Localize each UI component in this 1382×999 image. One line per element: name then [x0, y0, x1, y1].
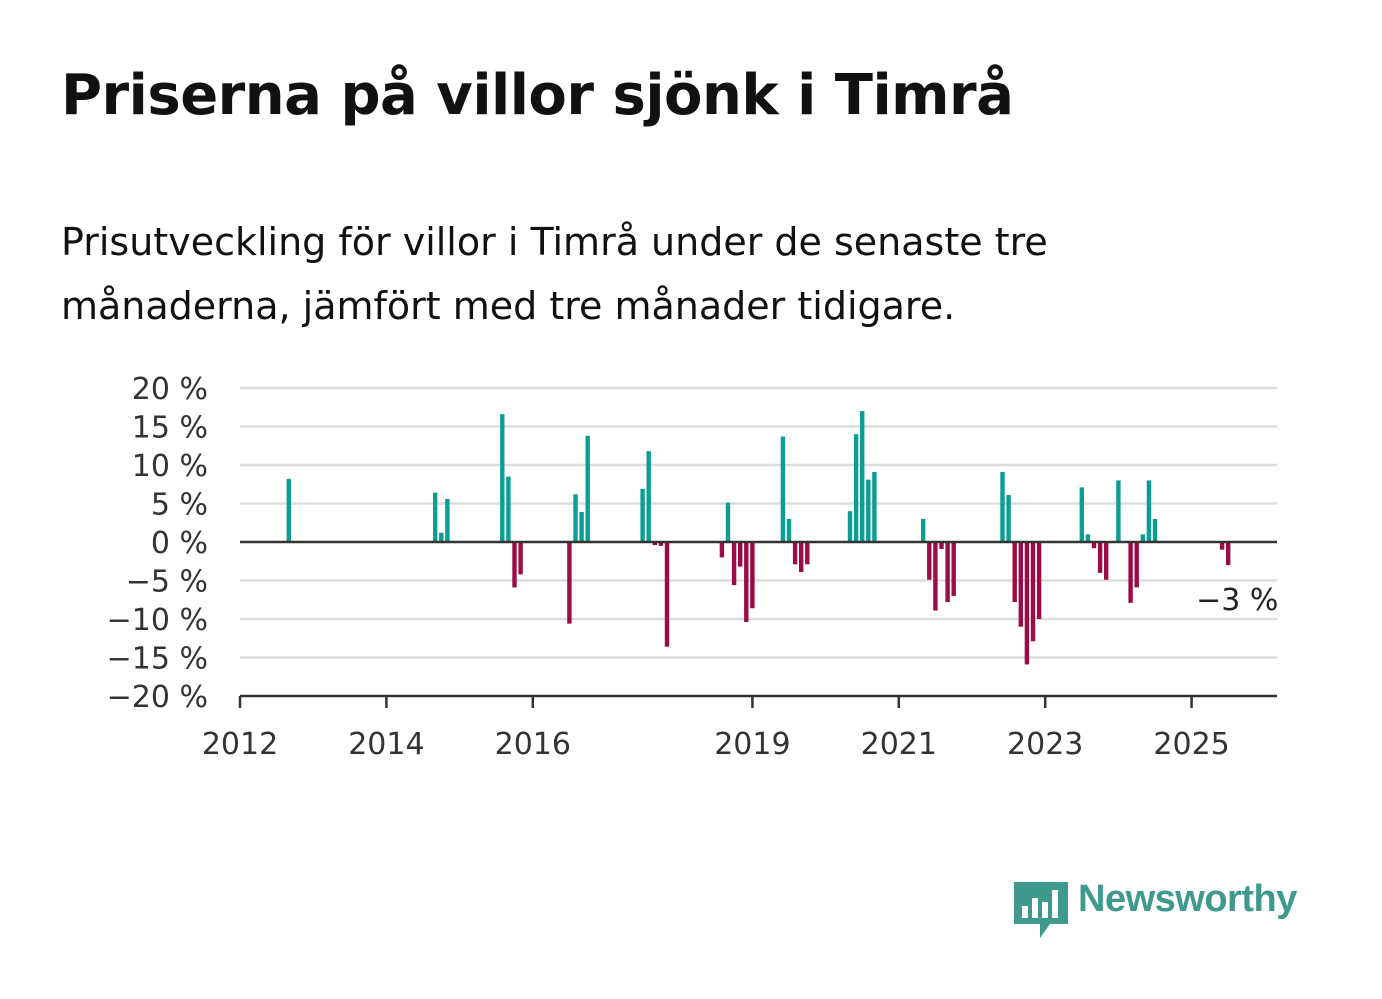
bar [1091, 542, 1097, 549]
bar [1146, 480, 1152, 542]
last-value-label: −3 % [1196, 583, 1278, 618]
bar [1030, 542, 1036, 642]
bar [933, 542, 938, 611]
bar [579, 511, 584, 542]
bar [518, 542, 523, 575]
bar [853, 434, 859, 542]
bar [646, 451, 651, 542]
bar [573, 494, 578, 542]
y-tick-label: 20 % [132, 372, 208, 407]
brand-name[interactable]: Newsworthy [1078, 878, 1297, 920]
bar [799, 542, 804, 573]
axes [238, 540, 1277, 708]
bar [652, 542, 657, 546]
bar [1024, 542, 1030, 665]
bar [1000, 471, 1005, 542]
bar [500, 414, 505, 542]
bar [433, 492, 438, 542]
bar [780, 436, 786, 542]
bar [512, 542, 517, 588]
y-tick-label: 5 % [151, 488, 208, 523]
bar [1152, 518, 1158, 542]
chart-title: Priserna på villor sjönk i Timrå [61, 63, 1014, 128]
bar [744, 542, 749, 623]
x-tick-label: 2014 [348, 727, 424, 762]
chart-subtitle: Prisutveckling för villor i Timrå under … [61, 220, 1048, 328]
bar [1134, 542, 1139, 588]
bar [286, 478, 291, 542]
bar [658, 542, 664, 546]
bar [792, 542, 798, 565]
bar [506, 476, 511, 542]
bar [1140, 534, 1145, 542]
bar [567, 542, 572, 624]
y-tick-label: 15 % [132, 411, 208, 446]
bar [731, 542, 737, 586]
bar [664, 542, 670, 647]
y-tick-label: 0 % [151, 526, 208, 561]
bar [939, 542, 944, 549]
newsworthy-logo-icon [1014, 882, 1068, 938]
bar [1012, 542, 1017, 603]
labels: 20 % 15 %10 % 5 %0 % −5 %−10 % −15 %−20 % 201… [107, 372, 1279, 762]
bar [725, 502, 731, 542]
bar [927, 542, 932, 580]
bar [750, 542, 755, 609]
bar-chart: 20 % 15 %10 % 5 %0 % −5 %−10 % −15 %−20 % 201… [107, 372, 1279, 762]
bar [738, 542, 743, 567]
bar [585, 435, 590, 542]
bar [1116, 480, 1121, 542]
bar [640, 488, 645, 542]
bar [1006, 495, 1011, 542]
bar [860, 411, 865, 542]
y-tick-label: −5 % [126, 565, 208, 600]
bar [866, 479, 871, 542]
bar [1018, 542, 1023, 627]
x-tick-label: 2021 [861, 727, 937, 762]
bar [1079, 487, 1084, 542]
bar [1226, 542, 1231, 566]
bar [1036, 542, 1042, 619]
bar [786, 518, 792, 542]
bar [945, 542, 950, 603]
x-tick-label: 2016 [495, 727, 571, 762]
x-tick-label: 2012 [202, 727, 278, 762]
bar [805, 542, 810, 565]
y-tick-label: −20 % [107, 680, 208, 715]
bar [445, 498, 450, 542]
y-tick-label: 10 % [132, 449, 208, 484]
bars [286, 411, 1231, 665]
bar [1219, 542, 1225, 550]
gridlines [240, 386, 1277, 659]
bar [1128, 542, 1133, 603]
bar [1097, 542, 1103, 573]
bar [439, 532, 444, 542]
bar [847, 511, 853, 542]
x-tick-label: 2023 [1007, 727, 1083, 762]
bar [951, 542, 956, 596]
bar [1085, 534, 1091, 542]
x-tick-label: 2025 [1153, 727, 1229, 762]
bar [719, 542, 725, 558]
x-tick-label: 2019 [714, 727, 790, 762]
bar [872, 471, 877, 542]
y-tick-label: −10 % [107, 603, 208, 638]
y-tick-label: −15 % [107, 642, 208, 677]
bar [1104, 542, 1109, 580]
bar [921, 518, 926, 542]
